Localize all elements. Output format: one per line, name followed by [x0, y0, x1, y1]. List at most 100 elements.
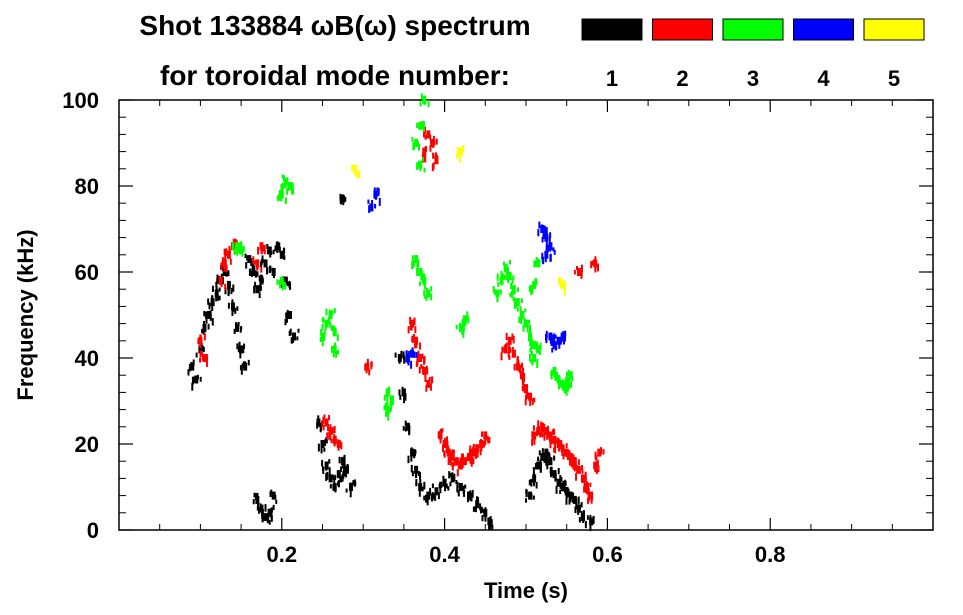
- data-point: [224, 280, 235, 297]
- data-point: [239, 359, 250, 375]
- data-point: [561, 381, 573, 396]
- data-point: [472, 443, 482, 458]
- data-point: [455, 322, 465, 338]
- legend-label-2: 2: [676, 66, 688, 91]
- data-point: [284, 182, 295, 195]
- data-point: [569, 492, 580, 506]
- data-point: [416, 157, 426, 173]
- y-axis: 0 20 40 60 80 100: [62, 88, 933, 543]
- data-point: [461, 311, 470, 329]
- data-point: [415, 479, 426, 497]
- y-tick-label: 60: [75, 260, 99, 285]
- data-point: [364, 358, 373, 376]
- data-point: [423, 126, 432, 140]
- data-point: [406, 347, 418, 364]
- data-point: [505, 271, 515, 284]
- data-point: [496, 273, 506, 287]
- data-point: [537, 221, 548, 237]
- y-tick-label: 80: [75, 174, 99, 199]
- data-point: [456, 145, 465, 163]
- data-point: [257, 242, 266, 255]
- data-point: [529, 351, 539, 368]
- data-point: [550, 366, 557, 381]
- chart-subtitle: for toroidal mode number:: [160, 60, 510, 91]
- legend-label-1: 1: [606, 66, 618, 91]
- data-point: [288, 328, 300, 344]
- data-point: [448, 471, 458, 487]
- data-point: [218, 275, 227, 290]
- y-tick-label: 100: [62, 88, 99, 113]
- data-point: [351, 164, 361, 179]
- data-point: [545, 330, 555, 344]
- legend-label-4: 4: [817, 66, 830, 91]
- data-point: [325, 308, 336, 324]
- data-point: [284, 309, 292, 326]
- data-point: [472, 496, 482, 513]
- data-point: [500, 259, 512, 278]
- data-point: [197, 333, 206, 349]
- x-axis: 0.2 0.4 0.6 0.8: [159, 100, 893, 567]
- data-point: [199, 350, 209, 367]
- x-tick-label: 0.6: [592, 542, 623, 567]
- data-point: [415, 350, 426, 368]
- data-point: [203, 310, 214, 326]
- legend-swatch-3: [722, 18, 784, 41]
- data-point: [191, 374, 202, 391]
- data-point: [593, 459, 600, 475]
- legend-swatch-4: [793, 18, 854, 41]
- data-point: [330, 324, 339, 342]
- data-point: [317, 437, 328, 454]
- data-point: [456, 481, 467, 497]
- data-point: [418, 364, 429, 378]
- data-point: [528, 278, 538, 295]
- data-point: [258, 274, 264, 292]
- data-point: [383, 402, 391, 421]
- data-point: [227, 299, 239, 316]
- data-point: [330, 342, 339, 358]
- y-axis-label: Frequency (kHz): [13, 229, 38, 400]
- data-point: [524, 392, 536, 406]
- data-point: [423, 286, 433, 301]
- data-point: [492, 286, 502, 303]
- data-point: [211, 285, 221, 301]
- data-point: [578, 510, 587, 529]
- data-point: [590, 256, 600, 273]
- data-point: [447, 449, 455, 466]
- data-point: [573, 264, 583, 279]
- data-point: [549, 466, 560, 481]
- data-point: [528, 471, 538, 489]
- legend-swatch-5: [863, 18, 925, 41]
- data-point: [256, 503, 267, 516]
- legend: 1 2 3 4 5: [581, 18, 925, 91]
- x-tick-label: 0.2: [267, 542, 298, 567]
- data-point: [278, 246, 286, 260]
- data-point: [424, 376, 434, 392]
- data-point: [541, 231, 552, 247]
- data-point: [266, 504, 275, 523]
- plot-area: [187, 93, 605, 532]
- data-point: [429, 135, 438, 152]
- data-point: [532, 459, 542, 474]
- data-point: [398, 386, 407, 404]
- data-point: [532, 341, 542, 355]
- data-point: [574, 502, 583, 515]
- data-point: [437, 428, 444, 444]
- data-point: [402, 420, 411, 436]
- data-point: [319, 329, 326, 347]
- data-point: [525, 488, 535, 503]
- data-point: [276, 276, 287, 291]
- y-tick-label: 40: [75, 346, 99, 371]
- data-point: [233, 321, 243, 335]
- data-point: [274, 241, 281, 254]
- data-point: [411, 255, 420, 270]
- data-point: [541, 425, 550, 441]
- legend-label-3: 3: [747, 66, 759, 91]
- legend-swatch-2: [652, 18, 713, 41]
- data-point: [333, 436, 343, 451]
- data-point: [373, 187, 381, 206]
- x-tick-label: 0.8: [755, 542, 786, 567]
- data-point: [541, 247, 552, 265]
- data-point: [329, 479, 340, 493]
- data-point: [504, 332, 515, 353]
- data-point: [419, 273, 427, 290]
